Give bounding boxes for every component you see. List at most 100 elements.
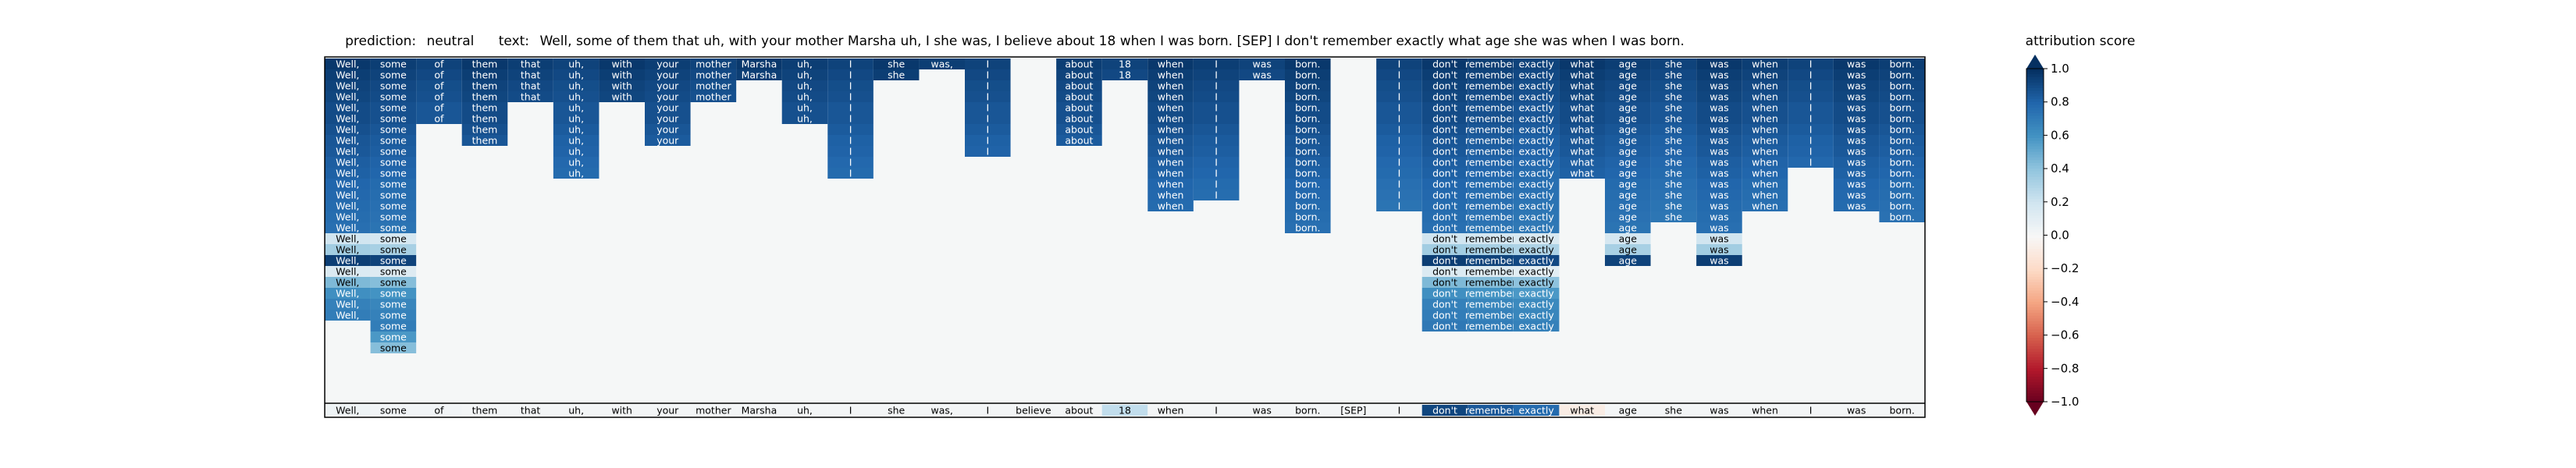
summary-cell bbox=[1468, 405, 1514, 416]
cell-token-label: I bbox=[1809, 124, 1813, 136]
cell-token-label: exactly bbox=[1519, 91, 1555, 103]
heatmap-cell bbox=[1147, 80, 1194, 91]
colorbar-segment bbox=[2026, 207, 2044, 211]
heatmap-cell bbox=[370, 255, 417, 266]
colorbar-segment bbox=[2026, 260, 2044, 264]
heatmap-cell bbox=[1421, 146, 1468, 157]
cell-token-label: I bbox=[1398, 58, 1401, 70]
heatmap-cell bbox=[1468, 233, 1514, 244]
colorbar-segment bbox=[2026, 313, 2044, 317]
cell-token-label: born. bbox=[1295, 168, 1320, 179]
cell-token-label: I bbox=[849, 91, 852, 103]
summary-cell bbox=[1239, 405, 1285, 416]
heatmap-cell bbox=[1650, 58, 1697, 69]
cell-token-label: born. bbox=[1295, 102, 1320, 114]
heatmap-cell bbox=[1193, 124, 1240, 135]
cell-token-label: uh, bbox=[568, 157, 584, 168]
cell-token-label: was bbox=[1710, 80, 1728, 92]
heatmap-cell bbox=[1376, 113, 1422, 124]
cell-token-label: uh, bbox=[568, 102, 584, 114]
cell-token-label: I bbox=[986, 91, 989, 103]
heatmap-cell bbox=[599, 58, 645, 69]
cell-token-label: Well, bbox=[336, 255, 359, 267]
heatmap-cell bbox=[370, 233, 417, 244]
colorbar-extend-bottom bbox=[2026, 402, 2044, 416]
summary-cell bbox=[1056, 405, 1102, 416]
cell-token-label: was bbox=[1710, 69, 1728, 81]
cell-token-label: exactly bbox=[1519, 321, 1555, 332]
heatmap-cell bbox=[1147, 91, 1194, 102]
colorbar-segment bbox=[2026, 176, 2044, 180]
heatmap-cell bbox=[1788, 157, 1834, 168]
heatmap-cell bbox=[1421, 244, 1468, 255]
summary-cell bbox=[1421, 405, 1468, 416]
summary-token-label: she bbox=[1665, 405, 1682, 417]
heatmap-cell bbox=[1513, 91, 1560, 102]
cell-token-label: age bbox=[1619, 69, 1638, 81]
cell-token-label: when bbox=[1158, 146, 1184, 158]
cell-token-label: was bbox=[1710, 102, 1728, 114]
cell-token-label: exactly bbox=[1519, 310, 1555, 321]
heatmap-cell bbox=[1605, 179, 1651, 190]
heatmap-cell bbox=[416, 80, 462, 91]
heatmap-cell bbox=[1742, 157, 1788, 168]
heatmap-cell bbox=[1879, 200, 1925, 211]
summary-token-label: remember bbox=[1465, 405, 1517, 417]
heatmap-cell bbox=[873, 58, 920, 69]
summary-token-label: of bbox=[434, 405, 444, 417]
cell-token-label: I bbox=[1398, 69, 1401, 81]
heatmap-cell bbox=[1513, 288, 1560, 299]
cell-token-label: when bbox=[1158, 200, 1184, 212]
cell-token-label: uh, bbox=[797, 58, 813, 70]
cell-token-label: age bbox=[1619, 168, 1638, 179]
cell-token-label: when bbox=[1158, 80, 1184, 92]
cell-token-label: them bbox=[472, 135, 498, 147]
heatmap-cell bbox=[1650, 102, 1697, 113]
cell-token-label: don't bbox=[1432, 288, 1457, 300]
cell-token-label: some bbox=[380, 342, 407, 354]
heatmap-cell bbox=[1696, 233, 1742, 244]
cell-token-label: don't bbox=[1432, 58, 1457, 70]
heatmap-cell bbox=[1650, 146, 1697, 157]
heatmap-cell bbox=[1468, 277, 1514, 288]
colorbar-segment bbox=[2026, 251, 2044, 256]
heatmap-cell bbox=[1742, 102, 1788, 113]
heatmap-cell bbox=[1696, 190, 1742, 200]
heatmap-cell bbox=[1605, 113, 1651, 124]
cell-token-label: age bbox=[1619, 157, 1638, 168]
colorbar-segment bbox=[2026, 149, 2044, 153]
summary-cell bbox=[325, 405, 371, 416]
heatmap-cell bbox=[461, 69, 508, 80]
heatmap-cell bbox=[1056, 58, 1102, 69]
heatmap-cell bbox=[1193, 157, 1240, 168]
colorbar-segment bbox=[2026, 279, 2044, 283]
heatmap-cell bbox=[1468, 135, 1514, 146]
heatmap-cell bbox=[325, 124, 371, 135]
cell-token-label: born. bbox=[1890, 190, 1915, 201]
cell-token-label: was bbox=[1847, 135, 1866, 147]
cell-token-label: age bbox=[1619, 102, 1638, 114]
colorbar-segment bbox=[2026, 282, 2044, 286]
cell-token-label: she bbox=[1665, 58, 1682, 70]
colorbar-segment bbox=[2026, 235, 2044, 239]
heatmap-cell bbox=[370, 102, 417, 113]
cell-token-label: age bbox=[1619, 233, 1638, 245]
cell-token-label: Well, bbox=[336, 168, 359, 179]
heatmap-cell bbox=[690, 69, 737, 80]
colorbar-segment bbox=[2026, 363, 2044, 367]
summary-cell bbox=[919, 405, 965, 416]
cell-token-label: some bbox=[380, 179, 407, 190]
cell-token-label: don't bbox=[1432, 179, 1457, 190]
heatmap-cell bbox=[1285, 102, 1331, 113]
heatmap-cell bbox=[1468, 168, 1514, 179]
heatmap-cell bbox=[553, 168, 600, 179]
heatmap-cell bbox=[1468, 91, 1514, 102]
cell-token-label: born. bbox=[1890, 211, 1915, 223]
cell-token-label: I bbox=[849, 58, 852, 70]
heatmap-cell bbox=[1056, 80, 1102, 91]
cell-token-label: exactly bbox=[1519, 299, 1555, 310]
colorbar-segment bbox=[2026, 321, 2044, 324]
cell-token-label: was bbox=[1847, 69, 1866, 81]
cell-token-label: Well, bbox=[336, 69, 359, 81]
cell-token-label: I bbox=[1398, 124, 1401, 136]
